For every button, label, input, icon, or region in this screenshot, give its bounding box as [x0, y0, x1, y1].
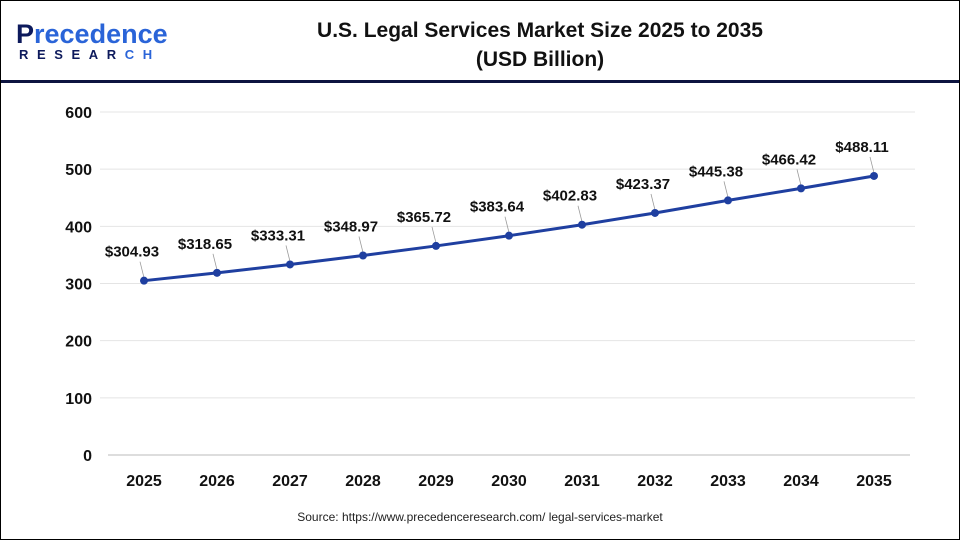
y-tick-label: 200 — [65, 334, 92, 351]
logo-research-accent: CH — [124, 47, 161, 62]
data-label: $466.42 — [762, 151, 816, 168]
leader-line — [358, 236, 364, 253]
data-point — [505, 231, 513, 240]
data-point — [213, 268, 221, 277]
data-label: $488.11 — [835, 139, 888, 156]
leader-line — [723, 181, 729, 198]
x-tick-label: 2028 — [345, 473, 381, 490]
leader-line — [650, 193, 656, 211]
data-label: $348.97 — [324, 219, 378, 236]
x-tick-label: 2031 — [564, 473, 600, 490]
logo-research: RESEAR — [19, 47, 125, 62]
x-tick-label: 2034 — [783, 473, 819, 490]
x-tick-label: 2027 — [272, 473, 308, 490]
logo: Precedence RESEARCH — [16, 20, 168, 62]
y-tick-label: 500 — [65, 162, 92, 179]
leader-line — [869, 156, 875, 174]
data-point — [140, 276, 148, 285]
data-label: $365.72 — [397, 209, 451, 226]
x-tick-label: 2026 — [199, 473, 235, 490]
data-label: $333.31 — [251, 227, 305, 244]
y-tick-label: 600 — [65, 105, 92, 122]
title-line-1: U.S. Legal Services Market Size 2025 to … — [317, 19, 763, 42]
leader-line — [212, 253, 218, 270]
header-divider — [1, 80, 959, 83]
leader-line — [577, 205, 583, 222]
logo-word: recedence — [34, 19, 168, 49]
data-label: $423.37 — [616, 176, 670, 193]
data-label: $383.64 — [470, 199, 525, 216]
data-label: $304.93 — [105, 244, 159, 261]
x-tick-label: 2029 — [418, 473, 454, 490]
data-label: $445.38 — [689, 163, 743, 180]
leader-line — [139, 261, 145, 278]
logo-p: P — [16, 19, 35, 49]
data-point — [359, 251, 367, 260]
x-tick-label: 2033 — [710, 473, 746, 490]
data-point — [651, 208, 659, 217]
data-point — [578, 220, 586, 229]
data-label: $402.83 — [543, 188, 597, 205]
leader-line — [285, 245, 291, 262]
data-label: $318.65 — [178, 236, 232, 253]
leader-line — [796, 169, 802, 186]
leader-line — [504, 216, 510, 233]
source-note: Source: https://www.precedenceresearch.c… — [297, 510, 663, 524]
data-point — [870, 171, 878, 180]
y-tick-label: 0 — [83, 448, 92, 465]
x-tick-label: 2035 — [856, 473, 892, 490]
y-tick-label: 100 — [65, 391, 92, 408]
x-tick-label: 2030 — [491, 473, 527, 490]
leader-line — [431, 226, 437, 244]
x-tick-label: 2032 — [637, 473, 673, 490]
data-point — [432, 241, 440, 250]
title-line-2: (USD Billion) — [475, 48, 605, 71]
y-tick-label: 400 — [65, 219, 92, 236]
data-point — [724, 196, 732, 205]
data-point — [286, 260, 294, 269]
chart-title: U.S. Legal Services Market Size 2025 to … — [270, 16, 810, 74]
y-tick-label: 300 — [65, 277, 92, 294]
x-tick-label: 2025 — [126, 473, 162, 490]
data-point — [797, 184, 805, 193]
